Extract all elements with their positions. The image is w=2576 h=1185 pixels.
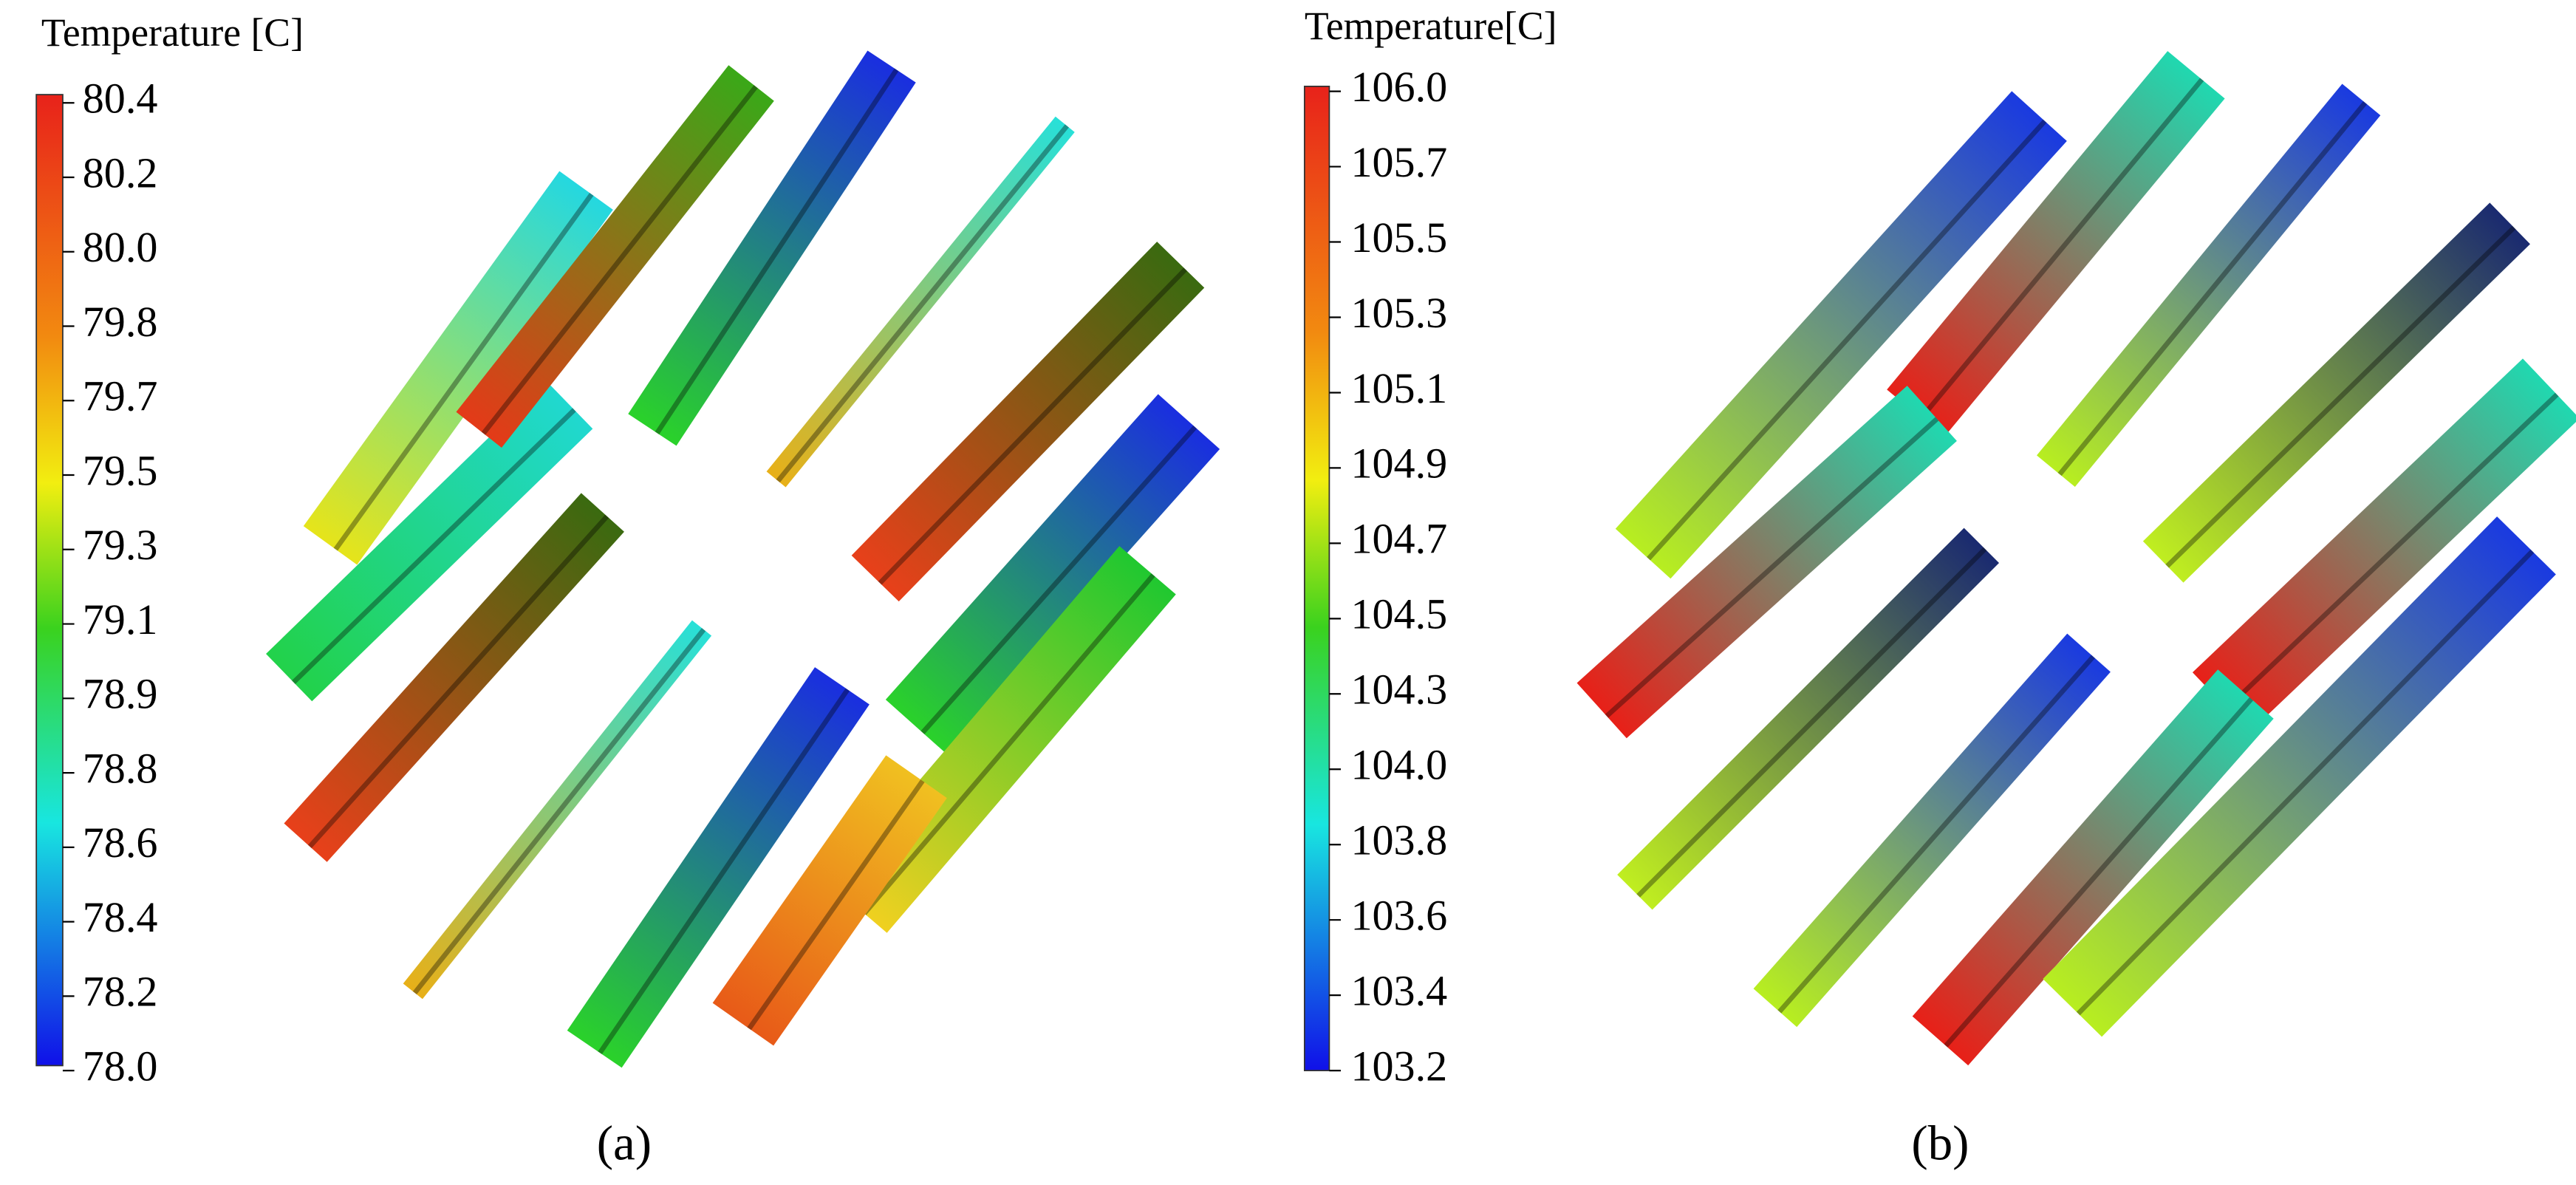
fin xyxy=(2036,83,2381,488)
fin-edge xyxy=(655,68,899,434)
tick-label: 103.8 xyxy=(1350,816,1447,864)
fin-edge xyxy=(1919,78,2204,420)
fin-edge xyxy=(920,425,1198,734)
fin xyxy=(284,493,624,862)
fin xyxy=(2043,516,2556,1037)
tick-label: 105.7 xyxy=(1350,138,1447,186)
tick-label: 78.2 xyxy=(83,968,158,1016)
fin-edge xyxy=(307,514,609,849)
colorbar xyxy=(1303,85,1330,1072)
fin-edge xyxy=(2165,225,2516,568)
fin xyxy=(1887,51,2225,437)
fin-edge xyxy=(2224,392,2559,711)
fin xyxy=(712,755,947,1046)
tick-label: 80.4 xyxy=(83,75,158,123)
tick-label: 79.1 xyxy=(83,595,158,643)
fin-edge xyxy=(878,267,1188,585)
fin-edge xyxy=(776,124,1069,483)
panel-label: (b) xyxy=(1911,1116,1969,1171)
colorbar-title: Temperature[C] xyxy=(1305,4,1557,48)
tick-label: 78.8 xyxy=(83,744,158,792)
fin xyxy=(1617,527,2000,910)
fin-edge xyxy=(1647,119,2047,561)
tick-label: 78.6 xyxy=(83,819,158,867)
temperature-contours xyxy=(266,50,2576,1068)
fin-edge xyxy=(1944,697,2254,1048)
tick-label: 79.3 xyxy=(83,521,158,569)
tick-label: 80.2 xyxy=(83,148,158,197)
fin-edge xyxy=(2057,100,2368,477)
fin xyxy=(456,65,774,448)
tick-label: 79.5 xyxy=(83,446,158,494)
colorbar xyxy=(35,94,64,1067)
tick-label: 78.0 xyxy=(83,1042,158,1090)
fin-edge xyxy=(412,628,706,994)
tick-label: 103.2 xyxy=(1350,1042,1447,1090)
fin xyxy=(1576,386,1957,739)
fin xyxy=(851,242,1205,602)
fin-edge xyxy=(2076,549,2535,1016)
tick-label: 106.0 xyxy=(1350,63,1447,111)
tick-label: 79.7 xyxy=(83,372,158,420)
fin-edge xyxy=(598,688,850,1054)
colorbar-title: Temperature [C] xyxy=(41,10,304,55)
tick-label: 104.9 xyxy=(1350,440,1447,488)
fin-edge xyxy=(747,779,925,1031)
fin xyxy=(1615,91,2067,579)
fin xyxy=(766,116,1075,488)
panel-label: (a) xyxy=(597,1116,652,1171)
tick-label: 104.5 xyxy=(1350,590,1447,638)
fin xyxy=(628,50,916,446)
tick-label: 78.9 xyxy=(83,670,158,718)
tick-label: 78.4 xyxy=(83,893,158,941)
fin-edge xyxy=(481,85,758,435)
tick-label: 80.0 xyxy=(83,223,158,271)
fin-edge xyxy=(1636,547,1987,898)
fin-edge xyxy=(333,192,594,551)
fin-edge xyxy=(1605,417,1939,718)
tick-label: 105.3 xyxy=(1350,289,1447,337)
tick-label: 103.4 xyxy=(1350,966,1447,1014)
tick-label: 105.5 xyxy=(1350,214,1447,262)
fin xyxy=(403,620,712,1000)
tick-label: 79.8 xyxy=(83,298,158,346)
tick-label: 104.0 xyxy=(1350,741,1447,789)
fin xyxy=(266,381,593,702)
fin xyxy=(885,394,1220,755)
tick-label: 105.1 xyxy=(1350,364,1447,412)
fin xyxy=(1753,633,2111,1028)
fin xyxy=(567,667,870,1068)
fin xyxy=(2142,202,2530,583)
fin-edge xyxy=(1777,655,2095,1014)
fin xyxy=(2192,358,2576,733)
tick-label: 104.7 xyxy=(1350,515,1447,563)
fin-edge xyxy=(862,573,1155,915)
tick-label: 104.3 xyxy=(1350,666,1447,714)
fin xyxy=(303,171,613,565)
tick-label: 103.6 xyxy=(1350,892,1447,940)
fin-edge xyxy=(292,408,576,684)
fin xyxy=(1912,669,2274,1066)
